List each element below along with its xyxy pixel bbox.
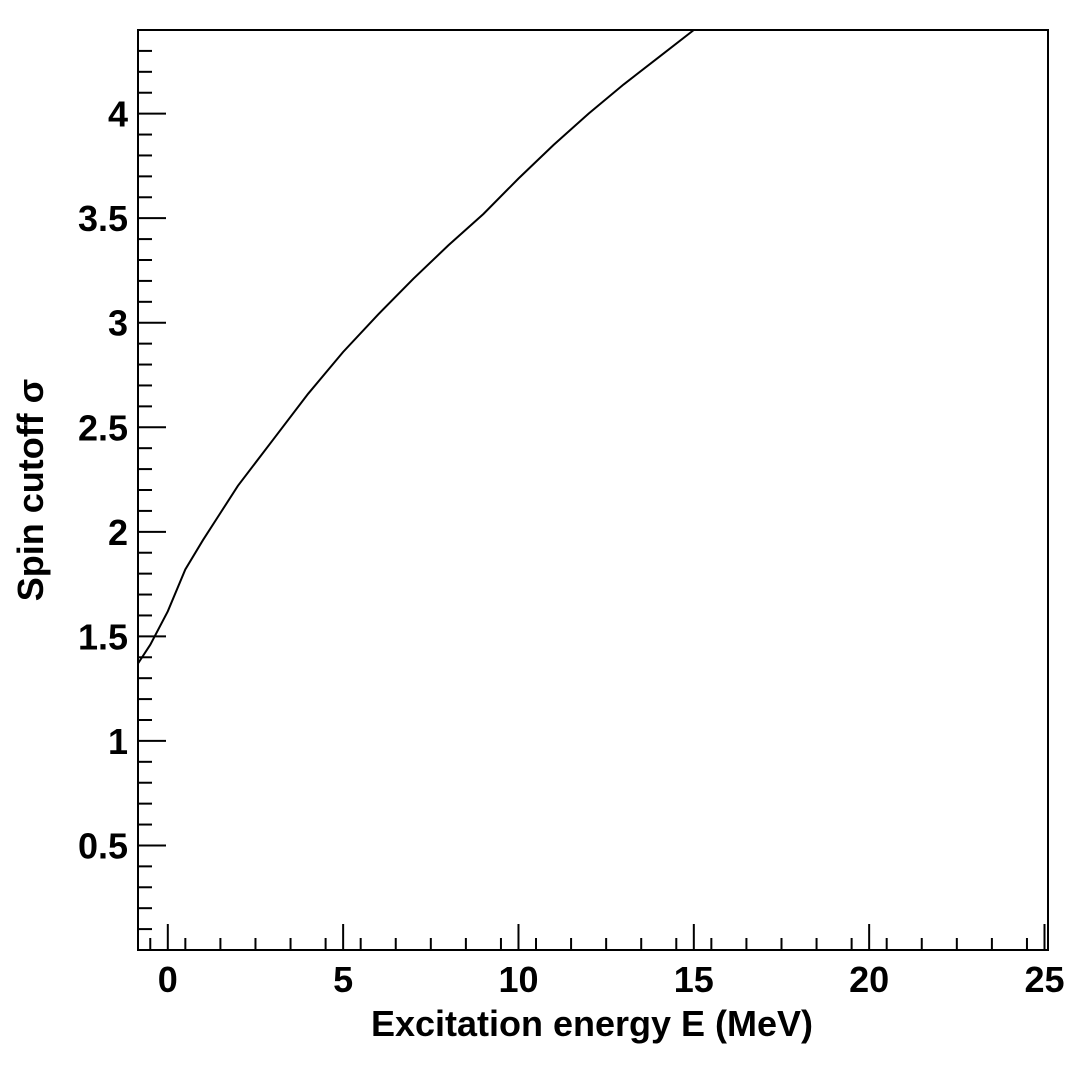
y-major-ticks: [138, 112, 166, 847]
y-axis-title: Spin cutoff σ: [10, 379, 51, 602]
x-major-ticks: [166, 924, 1046, 950]
y-tick-label: 2.5: [78, 407, 128, 448]
y-tick-label: 3.5: [78, 198, 128, 239]
y-tick-label: 3: [108, 303, 128, 344]
plot-frame: [137, 29, 1049, 951]
x-tick-label: 15: [674, 959, 714, 1000]
x-tick-label: 5: [333, 959, 353, 1000]
y-minor-ticks: [138, 49, 152, 931]
x-tick-label: 25: [1024, 959, 1064, 1000]
y-tick-label: 1: [108, 721, 128, 762]
y-tick-labels: 0.5 1 1.5 2 2.5 3 3.5 4: [78, 94, 128, 867]
x-minor-ticks: [149, 938, 1028, 950]
y-tick-label: 0.5: [78, 825, 128, 866]
y-tick-label: 2: [108, 512, 128, 553]
x-tick-label: 20: [849, 959, 889, 1000]
x-tick-labels: 0 5 10 15 20 25: [158, 959, 1065, 1000]
x-axis-title: Excitation energy E (MeV): [371, 1003, 813, 1044]
x-tick-label: 10: [498, 959, 538, 1000]
series-line: [137, 29, 695, 665]
x-tick-label: 0: [158, 959, 178, 1000]
y-tick-label: 1.5: [78, 616, 128, 657]
y-tick-label: 4: [108, 94, 128, 135]
